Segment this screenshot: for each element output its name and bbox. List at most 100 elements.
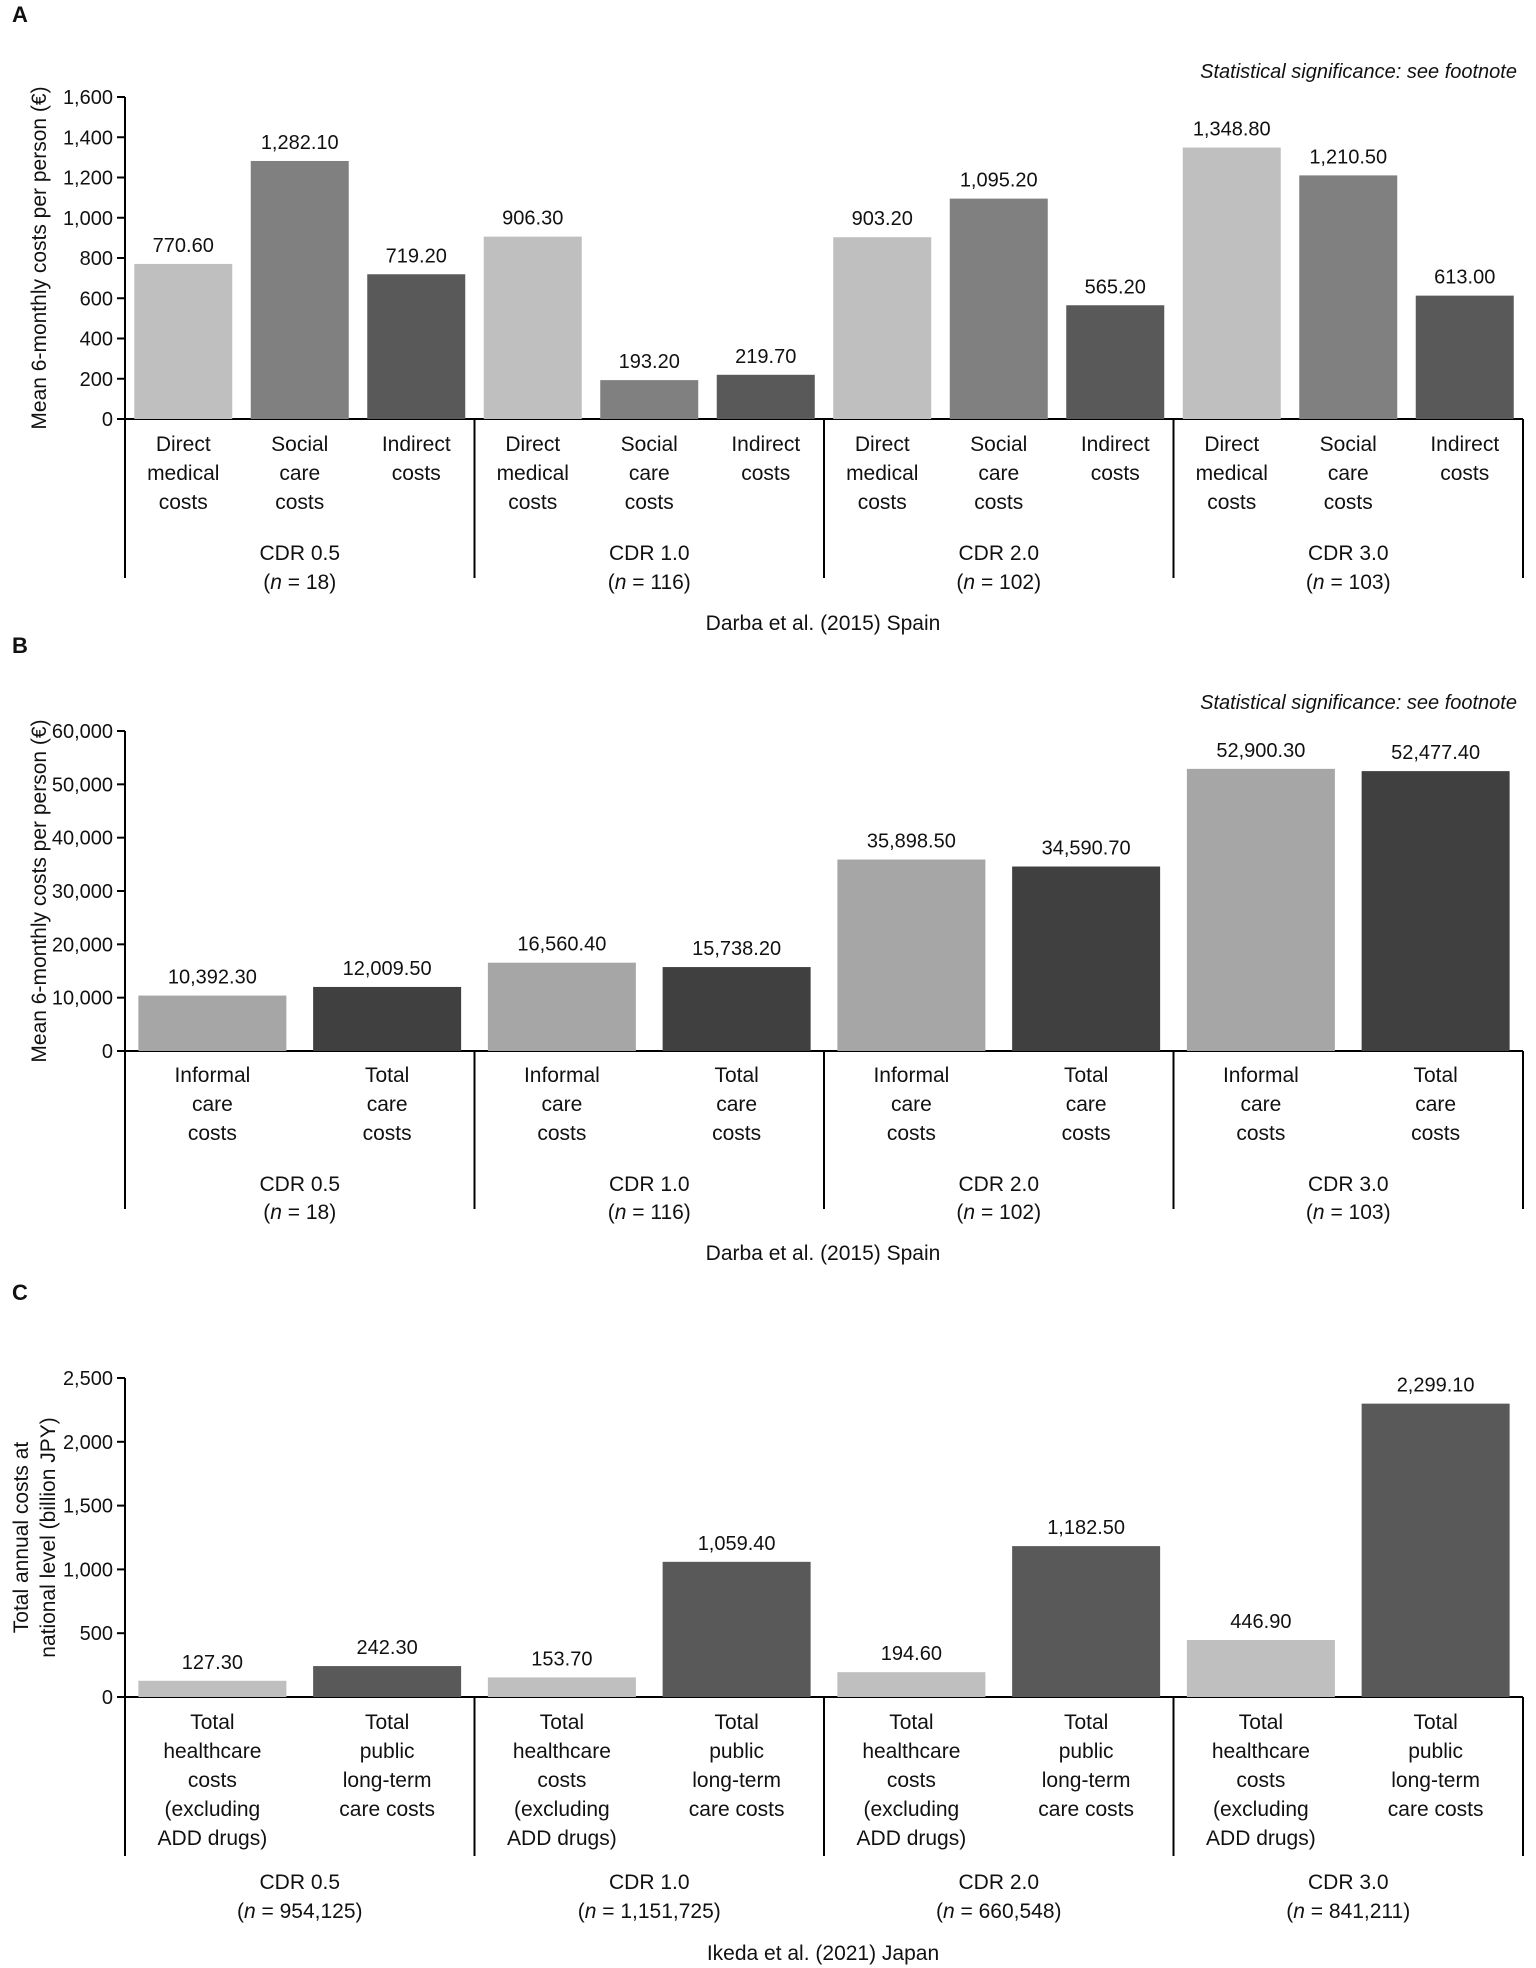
value-label: 219.70 [735, 346, 796, 368]
y-tick-label: 30,000 [52, 881, 113, 903]
category-label: Total [1239, 1711, 1283, 1734]
y-axis-label: Mean 6-monthly costs per person (€) [28, 86, 51, 429]
value-label: 565.20 [1085, 276, 1146, 298]
category-label: care [541, 1093, 582, 1116]
category-label: Direct [156, 433, 211, 456]
bar [1299, 175, 1398, 419]
y-tick-label: 50,000 [52, 774, 113, 796]
y-tick-label: 800 [80, 248, 113, 270]
value-label: 16,560.40 [517, 934, 606, 956]
y-tick-label: 1,500 [63, 1496, 113, 1518]
y-tick-label: 500 [80, 1623, 113, 1645]
y-tick-label: 2,500 [63, 1368, 113, 1390]
category-label: Total [190, 1711, 234, 1734]
category-label: Total [1064, 1711, 1108, 1734]
category-label: care [716, 1093, 757, 1116]
category-label: healthcare [862, 1740, 960, 1763]
category-label: costs [392, 462, 441, 485]
category-label: costs [1440, 462, 1489, 485]
category-label: Total [714, 1711, 758, 1734]
group-n-label: (n = 954,125) [237, 1900, 363, 1923]
bar [716, 374, 815, 419]
group-n-label: (n = 116) [608, 571, 691, 594]
bar [313, 1666, 462, 1697]
y-tick-label: 1,200 [63, 168, 113, 190]
group-label: CDR 0.5 [259, 1173, 340, 1196]
category-label: costs [1236, 1122, 1285, 1145]
value-label: 906.30 [502, 208, 563, 230]
category-label: public [709, 1740, 764, 1763]
y-tick-label: 600 [80, 288, 113, 310]
category-label: costs [712, 1122, 761, 1145]
category-label: medical [1196, 462, 1268, 485]
value-label: 1,059.40 [698, 1533, 776, 1555]
source-caption: Ikeda et al. (2021) Japan [707, 1942, 939, 1965]
category-label: care costs [1038, 1798, 1134, 1821]
value-label: 15,738.20 [692, 938, 781, 960]
panel-letter: A [12, 2, 28, 27]
category-label: care [891, 1093, 932, 1116]
category-label: Indirect [1081, 433, 1150, 456]
bar [1066, 305, 1165, 419]
category-label: public [1408, 1740, 1463, 1763]
bar [138, 1680, 287, 1697]
category-label: care costs [1388, 1798, 1484, 1821]
category-label: costs [858, 491, 907, 514]
value-label: 34,590.70 [1042, 838, 1131, 860]
category-label: ADD drugs) [158, 1827, 268, 1850]
category-label: Informal [524, 1064, 600, 1087]
category-label: care [1328, 462, 1369, 485]
bar [487, 1677, 636, 1697]
category-label: healthcare [163, 1740, 261, 1763]
significance-note: Statistical significance: see footnote [1200, 61, 1517, 83]
group-n-label: (n = 102) [956, 1201, 1041, 1224]
value-label: 1,210.50 [1309, 146, 1387, 168]
category-label: (excluding [1213, 1798, 1309, 1821]
category-label: costs [159, 491, 208, 514]
bar [1186, 768, 1335, 1051]
group-n-label: (n = 1,151,725) [578, 1900, 721, 1923]
value-label: 35,898.50 [867, 831, 956, 853]
category-label: Social [621, 433, 678, 456]
category-label: costs [363, 1122, 412, 1145]
group-label: CDR 2.0 [958, 1173, 1039, 1196]
bar [313, 986, 462, 1051]
value-label: 52,900.30 [1216, 740, 1305, 762]
category-label: Informal [174, 1064, 250, 1087]
y-tick-label: 0 [102, 409, 113, 431]
value-label: 770.60 [153, 235, 214, 257]
value-label: 127.30 [182, 1652, 243, 1674]
category-label: costs [1236, 1769, 1285, 1792]
category-label: care [1240, 1093, 1281, 1116]
value-label: 719.20 [386, 245, 447, 267]
y-tick-label: 1,600 [63, 87, 113, 109]
bar [367, 274, 466, 419]
category-label: costs [1062, 1122, 1111, 1145]
category-label: costs [1207, 491, 1256, 514]
bar [1012, 866, 1161, 1051]
category-label: Social [271, 433, 328, 456]
value-label: 193.20 [619, 351, 680, 373]
y-axis-label: Mean 6-monthly costs per person (€) [28, 719, 51, 1062]
category-label: costs [188, 1769, 237, 1792]
y-tick-label: 0 [102, 1687, 113, 1709]
category-label: Social [970, 433, 1027, 456]
bar [662, 1561, 811, 1697]
category-label: care [367, 1093, 408, 1116]
category-label: Total [365, 1064, 409, 1087]
value-label: 2,299.10 [1397, 1375, 1475, 1397]
category-label: Total [540, 1711, 584, 1734]
value-label: 1,348.80 [1193, 119, 1271, 141]
category-label: costs [887, 1122, 936, 1145]
y-tick-label: 60,000 [52, 721, 113, 743]
group-label: CDR 1.0 [609, 542, 690, 565]
category-label: costs [537, 1122, 586, 1145]
category-label: Direct [1204, 433, 1259, 456]
category-label: public [1059, 1740, 1114, 1763]
category-label: care [978, 462, 1019, 485]
category-label: costs [508, 491, 557, 514]
bar [1182, 147, 1281, 419]
category-label: (excluding [864, 1798, 960, 1821]
panel-letter: C [12, 1280, 28, 1305]
category-label: Indirect [731, 433, 800, 456]
